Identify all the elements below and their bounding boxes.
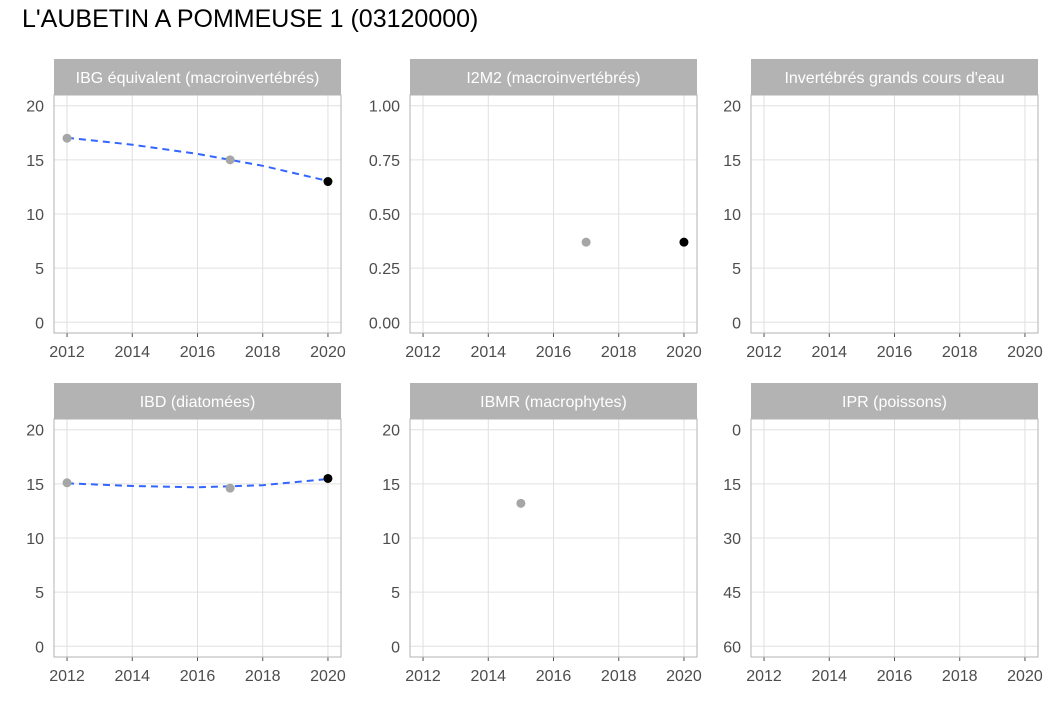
panel-strip (751, 59, 1038, 95)
data-point (225, 483, 235, 493)
x-tick-label: 2020 (666, 344, 702, 361)
x-tick-label: 2012 (746, 668, 782, 685)
y-tick-label: 5 (391, 585, 400, 602)
latest-data-point (679, 237, 689, 247)
y-tick-label: 0.50 (369, 207, 400, 224)
x-tick-label: 2018 (942, 668, 978, 685)
panel-title: I2M2 (macroinvertébrés) (466, 70, 640, 87)
panel-title: IBMR (macrophytes) (480, 394, 627, 411)
x-tick-label: 2018 (245, 668, 281, 685)
x-tick-label: 2018 (245, 344, 281, 361)
y-tick-label: 15 (26, 477, 44, 494)
y-tick-label: 0 (35, 639, 44, 656)
panel-border (53, 418, 342, 658)
x-tick-label: 2014 (811, 668, 847, 685)
panel-border (409, 94, 698, 334)
y-tick-label: 15 (723, 153, 741, 170)
x-tick-label: 2016 (877, 344, 913, 361)
y-tick-label: 45 (723, 585, 741, 602)
y-tick-label: 10 (26, 207, 44, 224)
y-tick-label: 0 (35, 315, 44, 332)
x-tick-label: 2020 (310, 344, 346, 361)
y-tick-label: 15 (382, 477, 400, 494)
x-tick-label: 2016 (180, 668, 216, 685)
x-tick-label: 2014 (114, 344, 150, 361)
panel-strip (410, 59, 697, 95)
x-tick-label: 2016 (536, 668, 572, 685)
panel-title: IBG équivalent (macroinvertébrés) (76, 70, 320, 87)
x-tick-label: 2012 (746, 344, 782, 361)
y-tick-label: 20 (26, 423, 44, 440)
y-tick-label: 60 (723, 639, 741, 656)
panel-strip (54, 59, 341, 95)
data-point (62, 478, 72, 488)
data-point (516, 498, 526, 508)
y-tick-label: 10 (382, 531, 400, 548)
y-tick-label: 0 (732, 315, 741, 332)
y-tick-label: 20 (382, 423, 400, 440)
y-tick-label: 0.75 (369, 153, 400, 170)
x-tick-label: 2012 (405, 344, 441, 361)
y-tick-label: 10 (723, 207, 741, 224)
y-tick-label: 30 (723, 531, 741, 548)
data-point (581, 237, 591, 247)
x-tick-label: 2014 (811, 344, 847, 361)
panel-title: IBD (diatomées) (140, 394, 256, 411)
x-tick-label: 2016 (180, 344, 216, 361)
x-tick-label: 2016 (877, 668, 913, 685)
panel-title: IPR (poissons) (842, 394, 947, 411)
trend-line (66, 136, 329, 182)
x-tick-label: 2016 (536, 344, 572, 361)
y-tick-label: 5 (35, 261, 44, 278)
y-tick-label: 5 (732, 261, 741, 278)
x-tick-label: 2020 (666, 668, 702, 685)
y-tick-label: 1.00 (369, 99, 400, 116)
trend-line (66, 478, 329, 489)
x-tick-label: 2020 (310, 668, 346, 685)
x-tick-label: 2018 (601, 668, 637, 685)
data-point (225, 155, 235, 165)
panel-title: Invertébrés grands cours d'eau (784, 70, 1004, 87)
x-tick-label: 2012 (405, 668, 441, 685)
panel-border (750, 94, 1039, 334)
y-tick-label: 20 (723, 99, 741, 116)
x-tick-label: 2014 (114, 668, 150, 685)
panel-strip (410, 383, 697, 419)
y-tick-label: 15 (723, 477, 741, 494)
panel-border (750, 418, 1039, 658)
x-tick-label: 2014 (470, 344, 506, 361)
y-tick-label: 5 (35, 585, 44, 602)
latest-data-point (323, 473, 333, 483)
y-tick-label: 0.25 (369, 261, 400, 278)
panel-strip (751, 383, 1038, 419)
latest-data-point (323, 177, 333, 187)
y-tick-label: 0 (391, 639, 400, 656)
panel-border (409, 418, 698, 658)
x-tick-label: 2012 (49, 668, 85, 685)
y-tick-label: 20 (26, 99, 44, 116)
x-tick-label: 2018 (942, 344, 978, 361)
x-tick-label: 2020 (1007, 344, 1043, 361)
y-tick-label: 10 (26, 531, 44, 548)
y-tick-label: 0.00 (369, 315, 400, 332)
y-tick-label: 0 (732, 423, 741, 440)
x-tick-label: 2014 (470, 668, 506, 685)
x-tick-label: 2018 (601, 344, 637, 361)
panel-border (53, 94, 342, 334)
x-tick-label: 2012 (49, 344, 85, 361)
page-title: L'AUBETIN A POMMEUSE 1 (03120000) (22, 5, 479, 33)
x-tick-label: 2020 (1007, 668, 1043, 685)
panel-strip (54, 383, 341, 419)
y-tick-label: 15 (26, 153, 44, 170)
data-point (62, 133, 72, 143)
